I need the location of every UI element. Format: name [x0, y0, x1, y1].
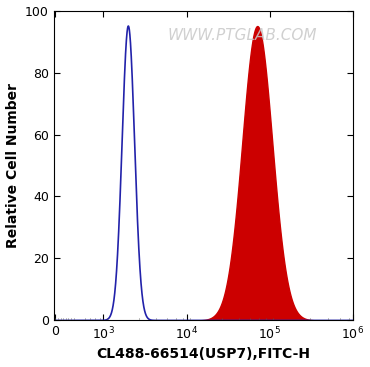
Y-axis label: Relative Cell Number: Relative Cell Number: [6, 83, 20, 248]
Text: WWW.PTGLAB.COM: WWW.PTGLAB.COM: [168, 28, 317, 43]
X-axis label: CL488-66514(USP7),FITC-H: CL488-66514(USP7),FITC-H: [97, 348, 310, 361]
